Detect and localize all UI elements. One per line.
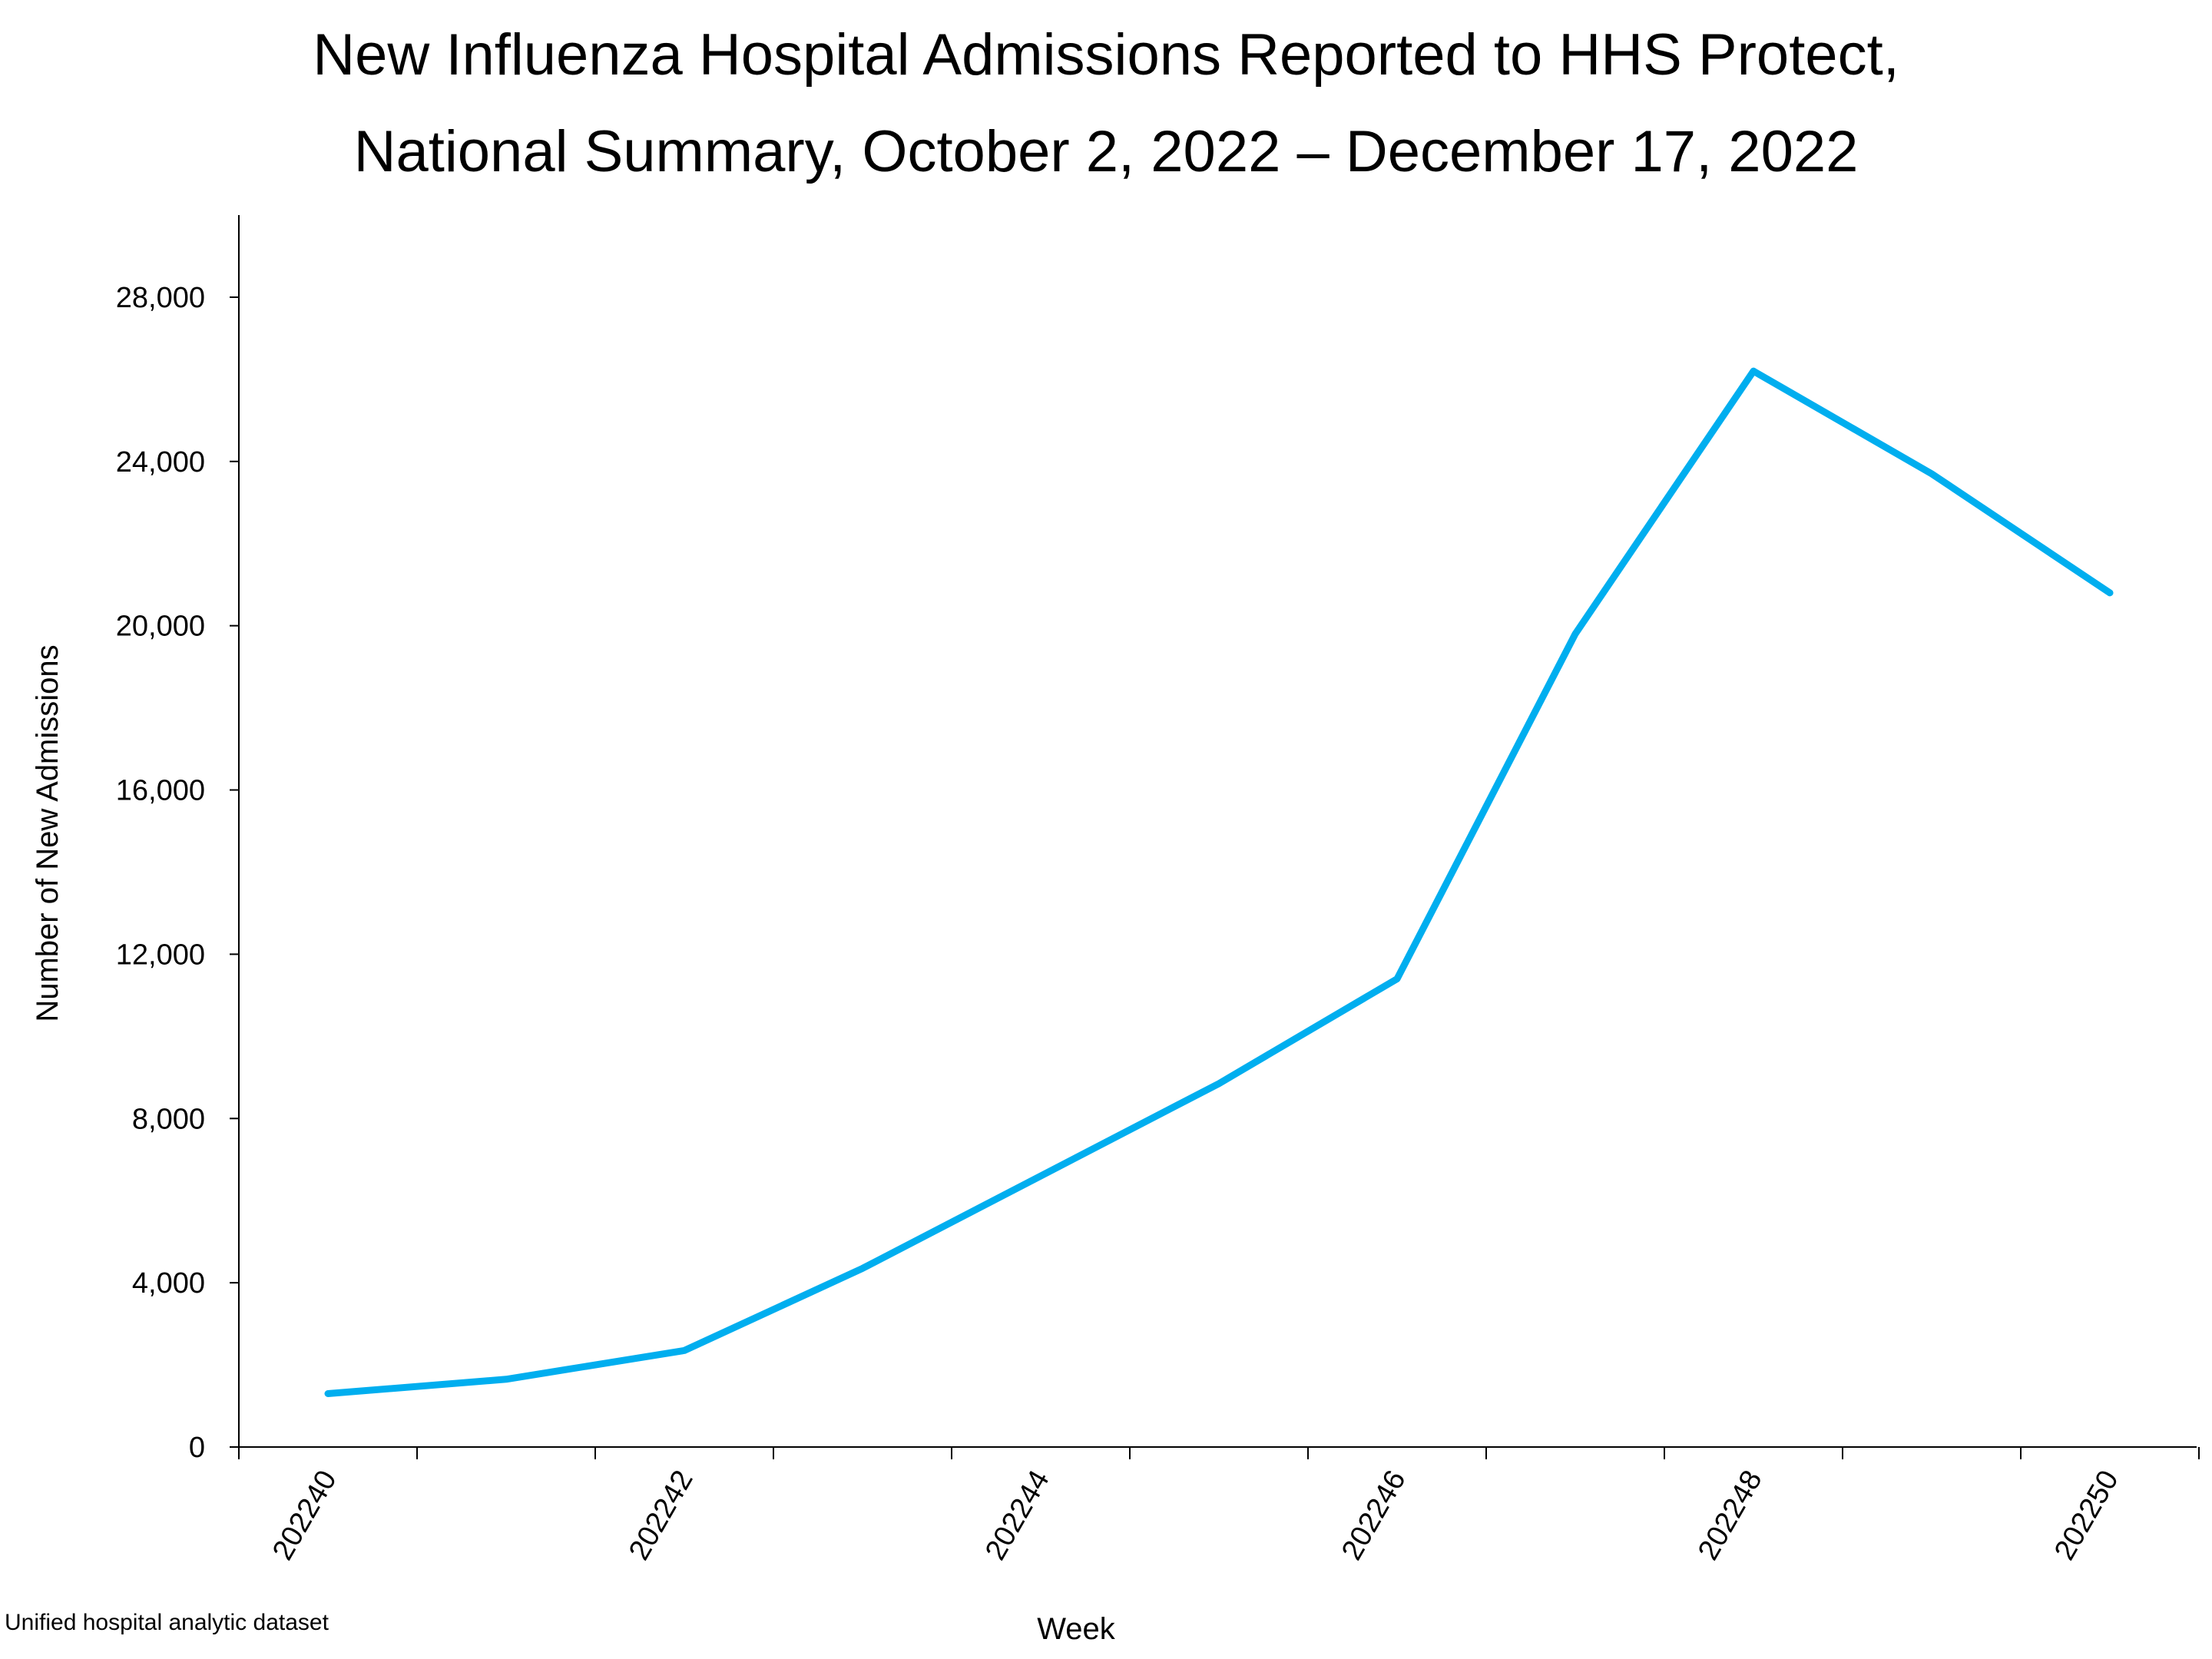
x-tick-label: 202244 xyxy=(979,1465,1056,1566)
x-tick-label: 202250 xyxy=(2048,1465,2125,1566)
series-line xyxy=(324,367,2114,1397)
data-point xyxy=(1216,1081,1222,1087)
data-point xyxy=(859,1265,866,1271)
data-point xyxy=(325,1390,331,1396)
chart-subtitle: National Summary, October 2, 2022 – Dece… xyxy=(353,119,1859,184)
x-tick-label: 202242 xyxy=(623,1465,700,1566)
y-tick-label: 12,000 xyxy=(116,939,205,971)
y-tick-label: 4,000 xyxy=(132,1267,205,1300)
y-tick-label: 20,000 xyxy=(116,611,205,643)
data-point xyxy=(681,1347,687,1353)
data-point xyxy=(2107,590,2113,596)
data-point xyxy=(1929,471,1935,477)
y-tick-label: 8,000 xyxy=(132,1103,205,1135)
x-tick-label: 202240 xyxy=(267,1465,343,1566)
y-tick-label: 0 xyxy=(189,1432,205,1464)
data-point xyxy=(1394,975,1400,982)
y-tick-label: 24,000 xyxy=(116,446,205,478)
x-axis-title: Week xyxy=(1037,1612,1116,1646)
y-axis-title: Number of New Admissions xyxy=(31,644,65,1022)
y-tick-label: 28,000 xyxy=(116,282,205,314)
y-tick-label: 16,000 xyxy=(116,775,205,807)
data-point xyxy=(503,1376,509,1382)
data-point xyxy=(1750,368,1757,374)
x-tick-label: 202246 xyxy=(1336,1465,1412,1566)
x-tick-label: 202248 xyxy=(1692,1465,1769,1566)
chart-title: New Influenza Hospital Admissions Report… xyxy=(313,22,1899,88)
source-note: Unified hospital analytic dataset xyxy=(5,1610,329,1635)
data-point xyxy=(1572,631,1578,637)
data-point xyxy=(1038,1173,1044,1179)
